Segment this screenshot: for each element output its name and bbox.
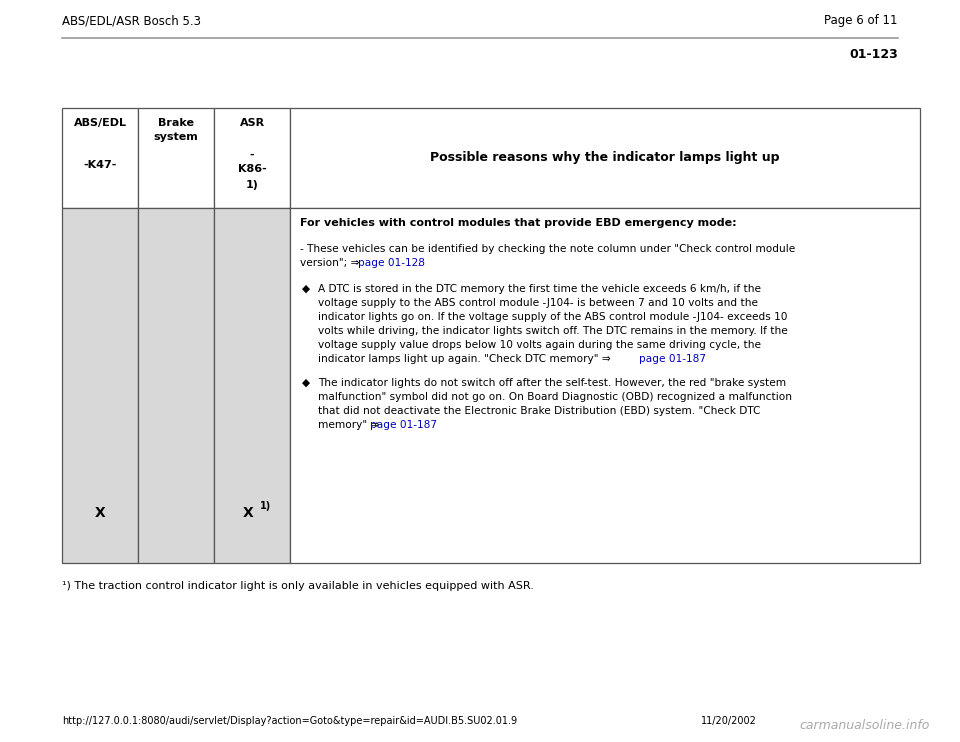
- Bar: [62, 208, 138, 563]
- Text: volts while driving, the indicator lights switch off. The DTC remains in the mem: volts while driving, the indicator light…: [318, 326, 788, 336]
- Text: X: X: [95, 506, 106, 520]
- Text: Possible reasons why the indicator lamps light up: Possible reasons why the indicator lamps…: [430, 151, 780, 165]
- Text: 11/20/2002: 11/20/2002: [701, 716, 756, 726]
- Text: memory" ⇒: memory" ⇒: [318, 420, 383, 430]
- Text: indicator lights go on. If the voltage supply of the ABS control module -J104- e: indicator lights go on. If the voltage s…: [318, 312, 787, 322]
- Text: ◆: ◆: [302, 378, 310, 388]
- Text: ABS/EDL: ABS/EDL: [74, 118, 127, 128]
- Text: ¹) The traction control indicator light is only available in vehicles equipped w: ¹) The traction control indicator light …: [62, 581, 534, 591]
- Bar: [138, 208, 214, 563]
- Bar: [138, 108, 214, 208]
- Text: .: .: [414, 258, 420, 268]
- Text: page 01-187: page 01-187: [639, 354, 706, 364]
- Text: that did not deactivate the Electronic Brake Distribution (EBD) system. "Check D: that did not deactivate the Electronic B…: [318, 406, 760, 416]
- Bar: [290, 208, 920, 563]
- Text: system: system: [154, 132, 199, 142]
- Text: carmanualsoline.info: carmanualsoline.info: [800, 719, 930, 732]
- Text: ◆: ◆: [302, 284, 310, 294]
- Text: 1): 1): [246, 180, 258, 190]
- Bar: [62, 108, 138, 208]
- Text: Page 6 of 11: Page 6 of 11: [825, 14, 898, 27]
- Text: For vehicles with control modules that provide EBD emergency mode:: For vehicles with control modules that p…: [300, 218, 736, 228]
- Text: ASR: ASR: [239, 118, 265, 128]
- Text: Brake: Brake: [158, 118, 194, 128]
- Text: X: X: [243, 506, 253, 520]
- Text: voltage supply value drops below 10 volts again during the same driving cycle, t: voltage supply value drops below 10 volt…: [318, 340, 761, 350]
- Text: - These vehicles can be identified by checking the note column under "Check cont: - These vehicles can be identified by ch…: [300, 244, 795, 254]
- Text: http://127.0.0.1:8080/audi/servlet/Display?action=Goto&type=repair&id=AUDI.B5.SU: http://127.0.0.1:8080/audi/servlet/Displ…: [62, 716, 517, 726]
- Bar: [214, 208, 290, 563]
- Text: voltage supply to the ABS control module -J104- is between 7 and 10 volts and th: voltage supply to the ABS control module…: [318, 298, 758, 308]
- Text: 1): 1): [260, 501, 272, 511]
- Text: page 01-128: page 01-128: [358, 258, 425, 268]
- Bar: [290, 108, 920, 208]
- Bar: [214, 108, 290, 208]
- Text: The indicator lights do not switch off after the self-test. However, the red "br: The indicator lights do not switch off a…: [318, 378, 786, 388]
- Text: ABS/EDL/ASR Bosch 5.3: ABS/EDL/ASR Bosch 5.3: [62, 14, 201, 27]
- Text: K86-: K86-: [238, 164, 266, 174]
- Text: -K47-: -K47-: [84, 160, 117, 170]
- Text: malfunction" symbol did not go on. On Board Diagnostic (OBD) recognized a malfun: malfunction" symbol did not go on. On Bo…: [318, 392, 792, 402]
- Text: page 01-187: page 01-187: [370, 420, 437, 430]
- Text: version"; ⇒: version"; ⇒: [300, 258, 363, 268]
- Text: 01-123: 01-123: [850, 48, 898, 61]
- Text: -: -: [250, 150, 254, 160]
- Text: indicator lamps light up again. "Check DTC memory" ⇒: indicator lamps light up again. "Check D…: [318, 354, 614, 364]
- Text: A DTC is stored in the DTC memory the first time the vehicle exceeds 6 km/h, if : A DTC is stored in the DTC memory the fi…: [318, 284, 761, 294]
